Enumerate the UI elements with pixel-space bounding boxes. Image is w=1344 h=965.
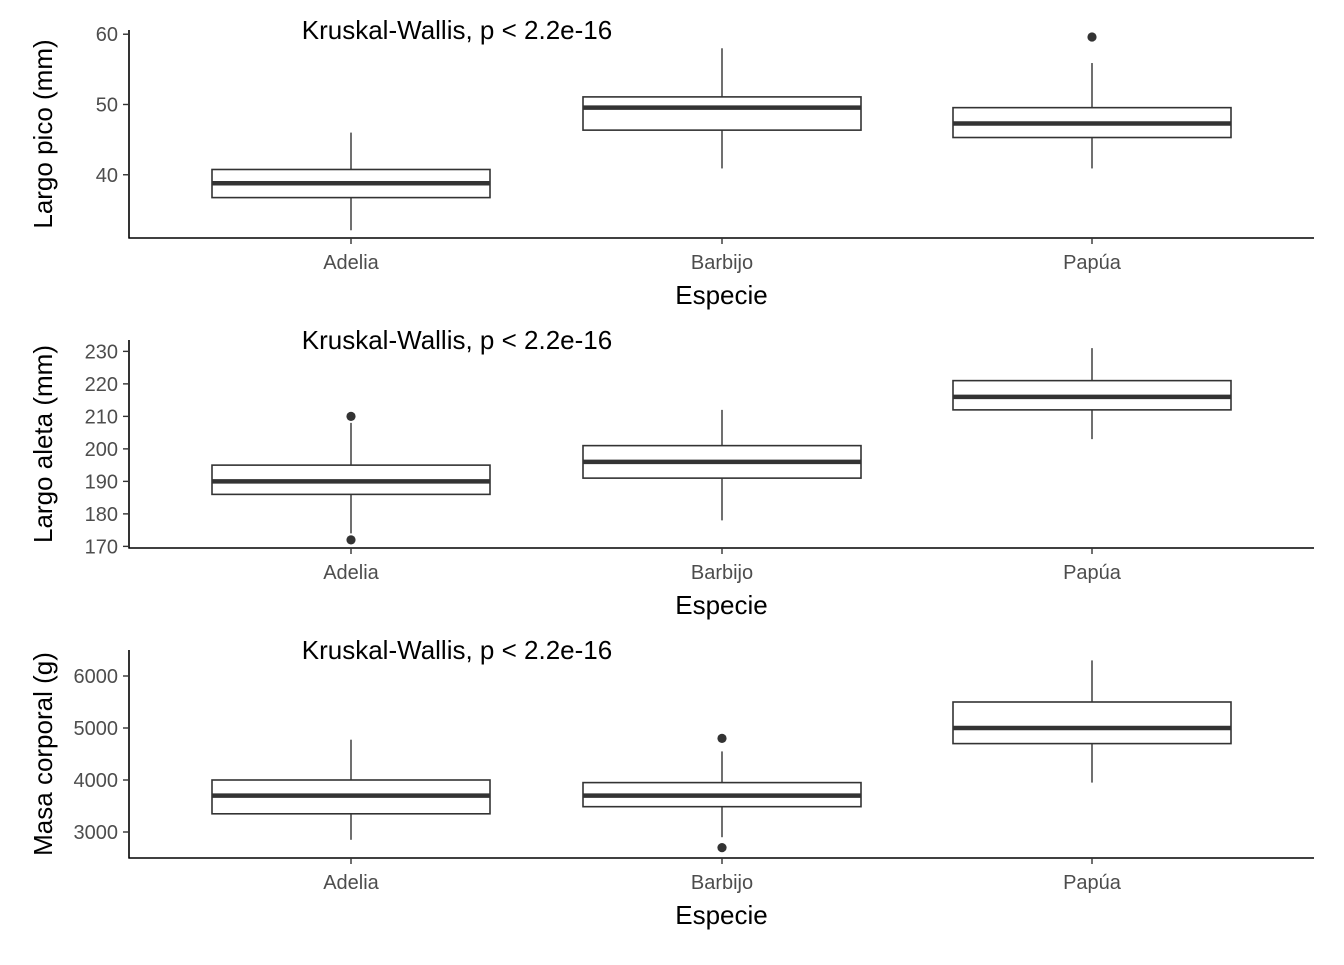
panel-flipper-length: 170 180 190 200 210 220 230 Adelia Barbijo Papúa E…	[28, 325, 1314, 620]
x-axis-title: Especie	[675, 590, 768, 620]
outlier-point	[717, 843, 727, 853]
box-Adelia	[211, 411, 491, 545]
x-tick-label: Barbijo	[691, 872, 753, 894]
panel-body-mass: 3000 4000 5000 6000 Adelia Barbijo Papúa Especi…	[28, 635, 1314, 930]
y-tick-label: 4000	[74, 770, 119, 792]
outlier-point	[346, 535, 356, 545]
x-tick-label: Adelia	[323, 562, 379, 584]
x-tick-label: Barbijo	[691, 252, 753, 274]
y-tick-label: 220	[85, 374, 118, 396]
y-axis-title: Largo pico (mm)	[28, 39, 58, 228]
x-tick-label: Papúa	[1063, 872, 1122, 894]
x-tick-label: Barbijo	[691, 562, 753, 584]
x-tick-label: Adelia	[323, 252, 379, 274]
iqr-box	[952, 701, 1232, 745]
y-tick-label: 190	[85, 471, 118, 493]
outlier-point	[346, 411, 356, 421]
box-Adelia	[211, 132, 491, 231]
x-tick-label: Adelia	[323, 872, 379, 894]
test-annotation: Kruskal-Wallis, p < 2.2e-16	[302, 635, 612, 665]
y-tick-label: 50	[96, 94, 118, 116]
iqr-box	[582, 96, 862, 131]
box-Papúa	[952, 660, 1232, 783]
test-annotation: Kruskal-Wallis, p < 2.2e-16	[302, 15, 612, 45]
y-tick-label: 3000	[74, 822, 119, 844]
box-Papúa	[952, 348, 1232, 440]
box-Papúa	[952, 32, 1232, 169]
y-tick-label: 6000	[74, 666, 119, 688]
box-Barbijo	[582, 409, 862, 521]
test-annotation: Kruskal-Wallis, p < 2.2e-16	[302, 325, 612, 355]
x-tick-label: Papúa	[1063, 562, 1122, 584]
y-tick-label: 180	[85, 504, 118, 526]
y-tick-label: 5000	[74, 718, 119, 740]
y-tick-label: 230	[85, 341, 118, 363]
box-Adelia	[211, 739, 491, 840]
outlier-point	[1087, 32, 1097, 42]
outlier-point	[717, 733, 727, 744]
panel-bill-length: 40 50 60 Adelia Barbijo Papúa Especie Largo pic…	[28, 15, 1314, 310]
y-tick-label: 40	[96, 165, 118, 187]
box-Barbijo	[582, 733, 862, 853]
y-tick-label: 170	[85, 536, 118, 558]
box-Barbijo	[582, 48, 862, 169]
y-tick-label: 210	[85, 406, 118, 428]
x-tick-label: Papúa	[1063, 252, 1122, 274]
y-axis-title: Largo aleta (mm)	[28, 345, 58, 543]
y-axis-title: Masa corporal (g)	[28, 652, 58, 856]
x-axis-title: Especie	[675, 900, 768, 930]
x-axis-title: Especie	[675, 280, 768, 310]
y-tick-label: 200	[85, 439, 118, 461]
y-tick-label: 60	[96, 24, 118, 46]
